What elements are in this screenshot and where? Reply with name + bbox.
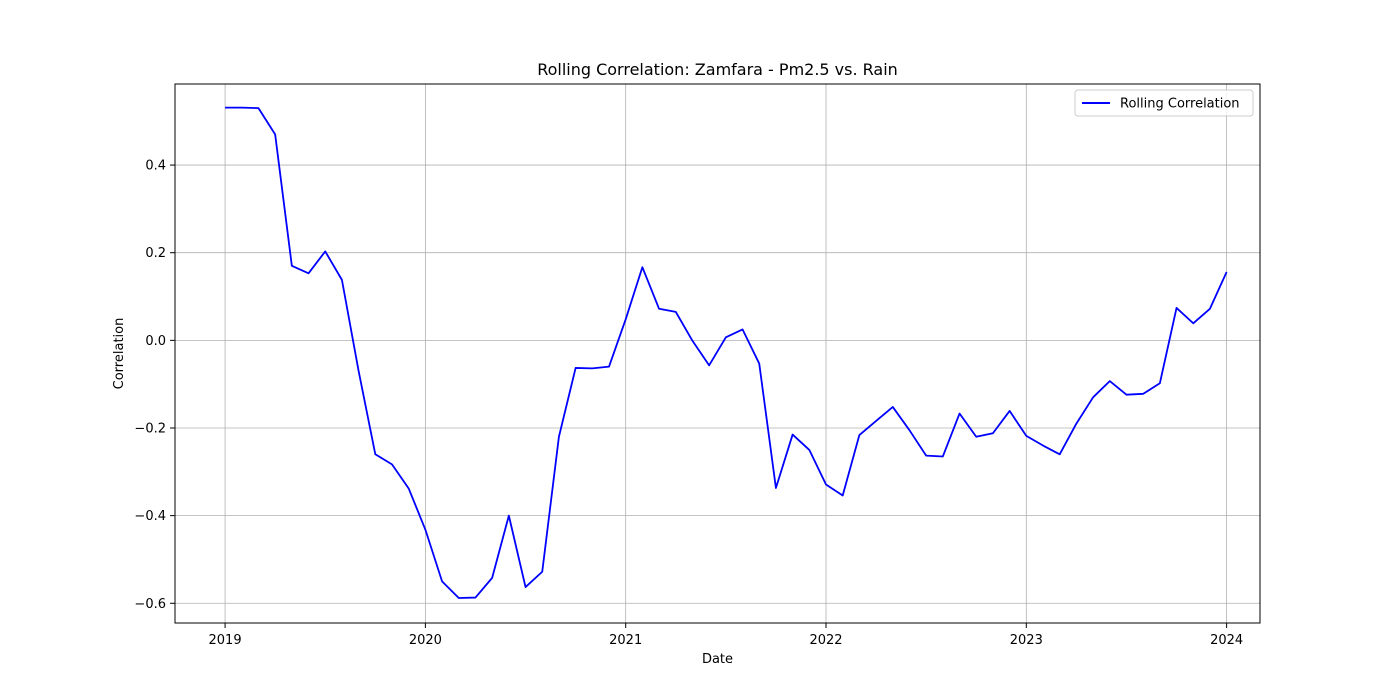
x-tick-label: 2019 xyxy=(209,633,242,648)
plot-frame xyxy=(174,83,1261,624)
axis-ticks: 2019 2020 2021 2022 2023 2024 −0.6 −0.4 −0.2 0.0 0… xyxy=(134,159,1243,648)
legend-label: Rolling Correlation xyxy=(1120,97,1240,112)
x-tick-label: 2023 xyxy=(1010,633,1043,648)
y-tick-label: 0.0 xyxy=(145,334,166,349)
x-tick-label: 2022 xyxy=(809,633,842,648)
y-tick-label: −0.6 xyxy=(134,597,166,612)
y-axis-label: Correlation xyxy=(112,318,127,390)
x-tick-label: 2021 xyxy=(609,633,642,648)
chart-title: Rolling Correlation: Zamfara - Pm2.5 vs.… xyxy=(537,60,898,79)
y-tick-label: 0.4 xyxy=(145,159,166,174)
x-tick-label: 2024 xyxy=(1210,633,1243,648)
x-axis-label: Date xyxy=(702,652,733,667)
legend: Rolling Correlation xyxy=(1074,89,1254,117)
y-tick-label: 0.2 xyxy=(145,246,166,261)
legend-box xyxy=(1074,89,1254,117)
y-tick-label: −0.2 xyxy=(134,421,166,436)
series-layer xyxy=(225,106,1228,599)
series-line-rolling-correlation xyxy=(225,106,1228,599)
y-tick-label: −0.4 xyxy=(134,509,166,524)
x-tick-label: 2020 xyxy=(409,633,442,648)
grid xyxy=(175,84,1260,623)
